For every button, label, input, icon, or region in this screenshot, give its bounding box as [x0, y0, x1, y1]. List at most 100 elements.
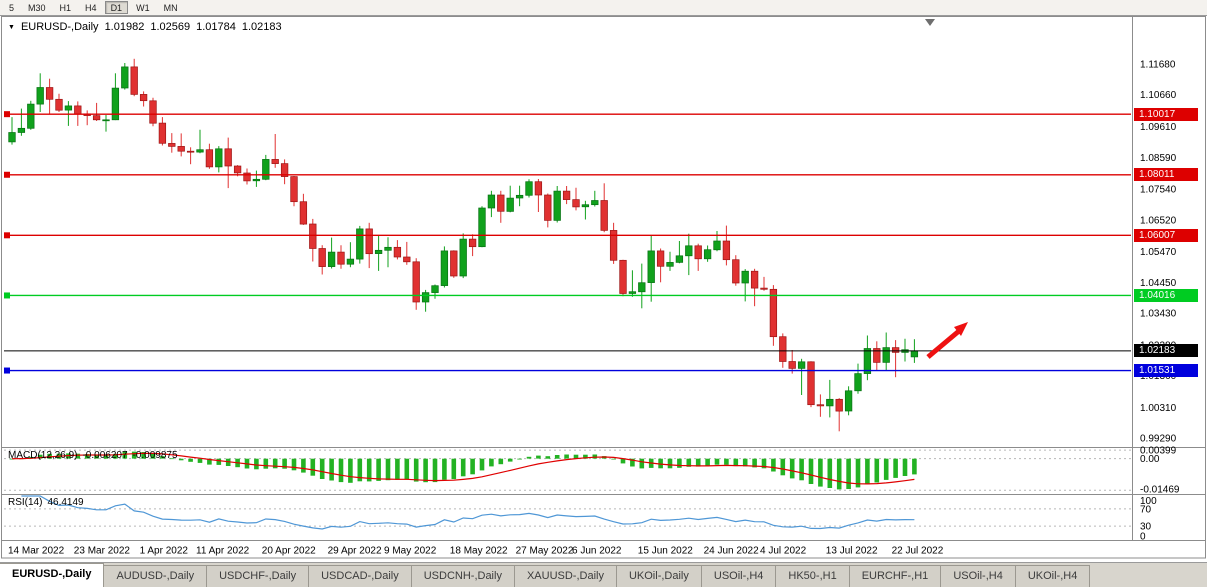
candle-body	[45, 87, 54, 100]
tab-ukoil-h4[interactable]: UKOil-,H4	[1014, 565, 1091, 587]
macd-signal-value: -0.009875	[132, 450, 178, 461]
tab-usoil-h4[interactable]: USOil-,H4	[700, 565, 777, 587]
ohlc-low: 1.01784	[196, 21, 236, 33]
axis-label: 0.00	[1140, 454, 1160, 465]
line-anchor-marker[interactable]	[4, 292, 10, 299]
tab-xauusd-daily[interactable]: XAUUSD-,Daily	[513, 565, 617, 587]
candle-body	[534, 181, 543, 196]
tab-eurchf-h1[interactable]: EURCHF-,H1	[848, 565, 942, 587]
candle-body	[365, 228, 373, 255]
axis-label: 0.99290	[1140, 434, 1177, 445]
chart-shift-marker-icon[interactable]	[925, 19, 935, 26]
macd-histogram-bar	[84, 454, 90, 459]
timeframe-button-d1[interactable]: D1	[104, 1, 129, 14]
timeframe-button-m30[interactable]: M30	[28, 3, 46, 13]
macd-histogram-bar	[808, 458, 814, 484]
macd-histogram-bar	[498, 458, 504, 465]
macd-histogram-bar	[865, 458, 870, 485]
date-axis: 14 Mar 2022 23 Mar 2022 1 Apr 2022 11 Apr 2…	[8, 546, 944, 557]
hline-price-label-1.06007: 1.06007	[1134, 228, 1198, 242]
macd-histogram-bar	[714, 458, 720, 465]
candle-body	[478, 207, 486, 248]
line-anchor-marker[interactable]	[4, 232, 10, 239]
candle-body	[873, 348, 881, 363]
tab-usoil-h4[interactable]: USOil-,H4	[940, 565, 1016, 587]
tab-eurusd-daily[interactable]: EURUSD-,Daily	[0, 563, 105, 587]
candle-body	[497, 194, 505, 212]
axis-label: 1.00310	[1140, 403, 1177, 414]
candle-body	[374, 249, 383, 254]
tab-audusd-daily[interactable]: AUDUSD-,Daily	[103, 565, 208, 587]
rsi-line	[21, 495, 915, 530]
macd-histogram-bar	[103, 455, 109, 459]
macd-histogram-bar	[883, 458, 889, 480]
chart-menu-dropdown-icon[interactable]: ▼	[8, 23, 15, 31]
tab-ukoil-daily[interactable]: UKOil-,Daily	[615, 565, 702, 587]
macd-histogram-bar	[385, 458, 391, 481]
timeframe-button-mn[interactable]: MN	[163, 3, 178, 13]
candle-body	[346, 258, 355, 265]
current-price-label: 1.02183	[1134, 344, 1198, 358]
axis-label: 15 Jun 2022	[638, 546, 693, 557]
axis-label: 1.06520	[1140, 215, 1177, 226]
tab-usdchf-daily[interactable]: USDCHF-,Daily	[206, 565, 310, 587]
tab-usdcad-daily[interactable]: USDCAD-,Daily	[308, 565, 412, 587]
macd-histogram-bar	[319, 458, 325, 479]
timeframe-button-w1[interactable]: W1	[136, 3, 150, 13]
macd-histogram-bar	[799, 458, 804, 481]
macd-histogram-bar	[442, 458, 447, 480]
candle-body	[910, 350, 919, 358]
macd-histogram-bar	[554, 455, 560, 459]
candle-body	[412, 261, 420, 303]
macd-histogram-bar	[272, 458, 278, 469]
macd-histogram-bar	[451, 458, 457, 480]
timeframe-button-5[interactable]: 5	[9, 3, 15, 13]
macd-histogram-bar	[169, 458, 175, 460]
macd-name: MACD(12,26,9)	[8, 450, 78, 461]
candle-body	[713, 240, 721, 251]
line-anchor-marker[interactable]	[4, 171, 10, 178]
candle-body	[722, 240, 731, 261]
line-anchor-marker[interactable]	[4, 111, 10, 118]
macd-histogram-bar	[395, 458, 400, 480]
hline-price-label-1.08011: 1.08011	[1134, 168, 1198, 182]
macd-histogram-bar	[348, 458, 353, 483]
macd-histogram-bar	[366, 458, 372, 482]
candle-body	[685, 245, 693, 257]
axis-label: 100	[1140, 496, 1157, 507]
macd-histogram-bar	[197, 458, 203, 463]
axis-label: 11 Apr 2022	[196, 546, 250, 557]
candle-body	[741, 270, 749, 284]
timeframe-button-h1[interactable]: H1	[59, 3, 72, 13]
macd-histogram-bar	[413, 458, 419, 482]
macd-histogram-bar	[761, 458, 767, 469]
axis-label: 0.00399	[1140, 446, 1177, 457]
trend-arrow-shaft[interactable]	[926, 329, 961, 359]
candle-body	[36, 87, 44, 105]
macd-histogram-bar	[94, 454, 99, 459]
axis-label: 29 Apr 2022	[328, 546, 382, 557]
macd-histogram-bar	[470, 458, 475, 475]
candle-body	[703, 249, 712, 260]
line-anchor-marker[interactable]	[4, 367, 10, 374]
candle-body	[863, 348, 872, 374]
candle-body	[647, 250, 655, 283]
macd-histogram-bar	[432, 458, 438, 483]
macd-histogram-bar	[188, 458, 193, 462]
candle-body	[816, 404, 825, 407]
tab-hk50-h1[interactable]: HK50-,H1	[775, 565, 850, 587]
candle-body	[515, 194, 524, 199]
candle-body	[168, 143, 176, 147]
trend-arrow-head-icon[interactable]	[954, 322, 968, 336]
rsi-value: 46.4149	[47, 497, 84, 508]
axis-label: 1.04450	[1140, 278, 1177, 289]
axis-label: 1.08590	[1140, 153, 1177, 164]
macd-histogram-bar	[404, 458, 410, 480]
candle-body	[891, 347, 900, 353]
candle-body	[149, 100, 157, 124]
tab-usdcnh-daily[interactable]: USDCNH-,Daily	[410, 565, 515, 587]
macd-histogram-bar	[592, 454, 598, 459]
candle-body	[506, 197, 514, 212]
macd-histogram-bar	[9, 458, 15, 460]
timeframe-button-h4[interactable]: H4	[85, 3, 97, 13]
